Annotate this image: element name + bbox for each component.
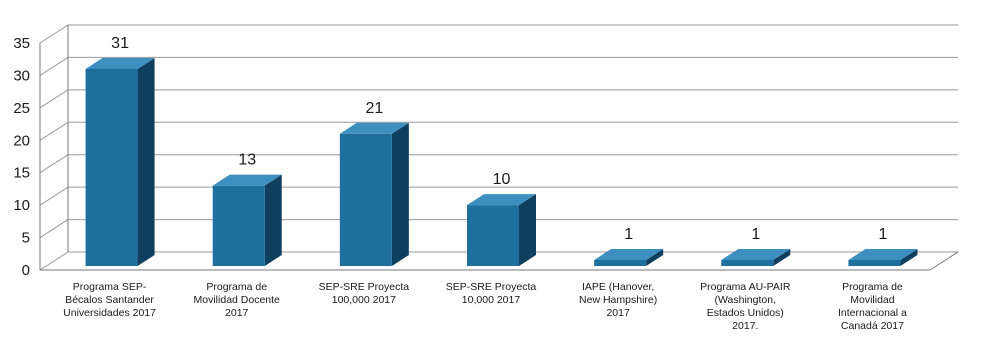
- gridline-depth: [39, 57, 69, 76]
- bar-side: [773, 249, 791, 266]
- gridline-depth: [39, 186, 69, 206]
- bar-top: [721, 249, 791, 260]
- y-axis: 0 5 10 15 20 25 30 35: [13, 35, 30, 279]
- bar-side: [137, 57, 155, 266]
- gridline-depth: [39, 251, 69, 271]
- bar-side: [391, 122, 409, 266]
- gridline-depth: [39, 219, 69, 238]
- bar-front: [467, 205, 519, 266]
- bar-front: [721, 260, 774, 266]
- data-labels: 31 13 21 10 1 1 1: [111, 35, 887, 243]
- bar-top: [467, 194, 536, 206]
- bar-side: [519, 194, 536, 266]
- data-label: 21: [365, 100, 383, 117]
- bar-front: [85, 68, 138, 266]
- y-tick-label: 35: [13, 35, 30, 52]
- bar-top: [848, 249, 918, 260]
- x-tick-label: Programa de Movilidad Internacional a Canad…: [838, 281, 907, 332]
- gridline-depth: [39, 24, 69, 44]
- bar-front: [594, 260, 647, 266]
- data-label: 1: [878, 226, 887, 243]
- y-tick-label: 10: [13, 197, 30, 214]
- floor-edge: [929, 251, 959, 271]
- data-label: 10: [493, 171, 511, 188]
- y-tick-label: 30: [13, 67, 30, 84]
- bar-top: [212, 174, 282, 186]
- bar: [848, 249, 918, 266]
- bar-top: [339, 122, 409, 134]
- x-tick-label: Programa de Movilidad Docente 2017: [194, 281, 281, 319]
- x-tick-label: IAPE (Hanover, New Hampshire) 2017: [579, 281, 657, 319]
- gridline-depth: [39, 89, 69, 109]
- bar-top: [594, 249, 664, 260]
- x-tick-label: SEP-SRE Proyecta 10,000 2017: [446, 281, 537, 306]
- bar-top: [85, 57, 155, 69]
- y-tick-label: 0: [22, 262, 30, 279]
- bar-front: [848, 260, 901, 266]
- data-label: 31: [111, 35, 129, 52]
- y-tick-label: 25: [13, 100, 30, 117]
- x-tick-label: Programa AU-PAIR (Washington, Estados Unid…: [700, 281, 791, 332]
- bar-front: [339, 133, 392, 266]
- bar-front: [212, 185, 265, 266]
- data-label: 1: [624, 226, 633, 243]
- bar-side: [264, 174, 282, 266]
- data-label: 1: [751, 226, 760, 243]
- x-tick-label: SEP-SRE Proyecta 100,000 2017: [319, 281, 410, 306]
- bar-side: [646, 249, 664, 266]
- y-tick-label: 20: [13, 132, 30, 149]
- bar: [594, 249, 664, 266]
- bar: [85, 57, 155, 266]
- bar: [339, 122, 409, 266]
- x-axis-labels: Programa SEP-Bécalos Santander Universida…: [63, 281, 907, 332]
- gridline-depth: [39, 154, 69, 174]
- bar: [467, 194, 536, 266]
- bar: [721, 249, 791, 266]
- data-label: 13: [238, 152, 256, 169]
- x-tick-label: Programa SEP-Bécalos Santander Universida…: [63, 281, 156, 319]
- bars: [85, 57, 918, 266]
- bar: [212, 174, 282, 266]
- bar-side: [900, 249, 918, 266]
- y-tick-label: 5: [22, 230, 30, 247]
- gridline-depth: [39, 121, 69, 141]
- y-tick-label: 15: [13, 165, 30, 182]
